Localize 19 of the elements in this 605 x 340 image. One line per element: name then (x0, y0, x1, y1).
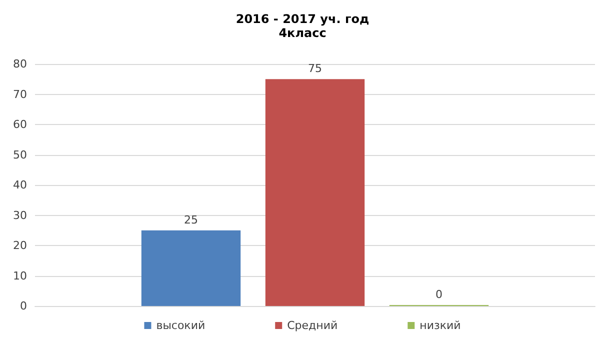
y-tick-label: 20 (13, 239, 27, 252)
y-tick-label: 60 (13, 118, 27, 131)
legend-label: высокий (156, 319, 206, 332)
y-tick-label: 40 (13, 178, 27, 192)
y-tick-label: 50 (13, 148, 27, 162)
y-tick-label: 0 (20, 300, 27, 312)
chart-title: 2016 - 2017 уч. год (236, 12, 370, 26)
data-label: 0 (436, 288, 442, 301)
chart-subtitle: 4класс (278, 26, 326, 40)
data-label: 75 (308, 62, 322, 76)
bar (265, 79, 365, 306)
y-tick-label: 80 (13, 58, 27, 70)
bar (141, 230, 241, 306)
y-tick-label: 30 (13, 208, 27, 222)
y-tick-label: 70 (13, 88, 27, 101)
legend-label: Средний (287, 319, 338, 332)
data-label: 25 (184, 213, 198, 226)
legend-label: низкий (420, 319, 461, 332)
y-tick-label: 10 (13, 269, 27, 282)
